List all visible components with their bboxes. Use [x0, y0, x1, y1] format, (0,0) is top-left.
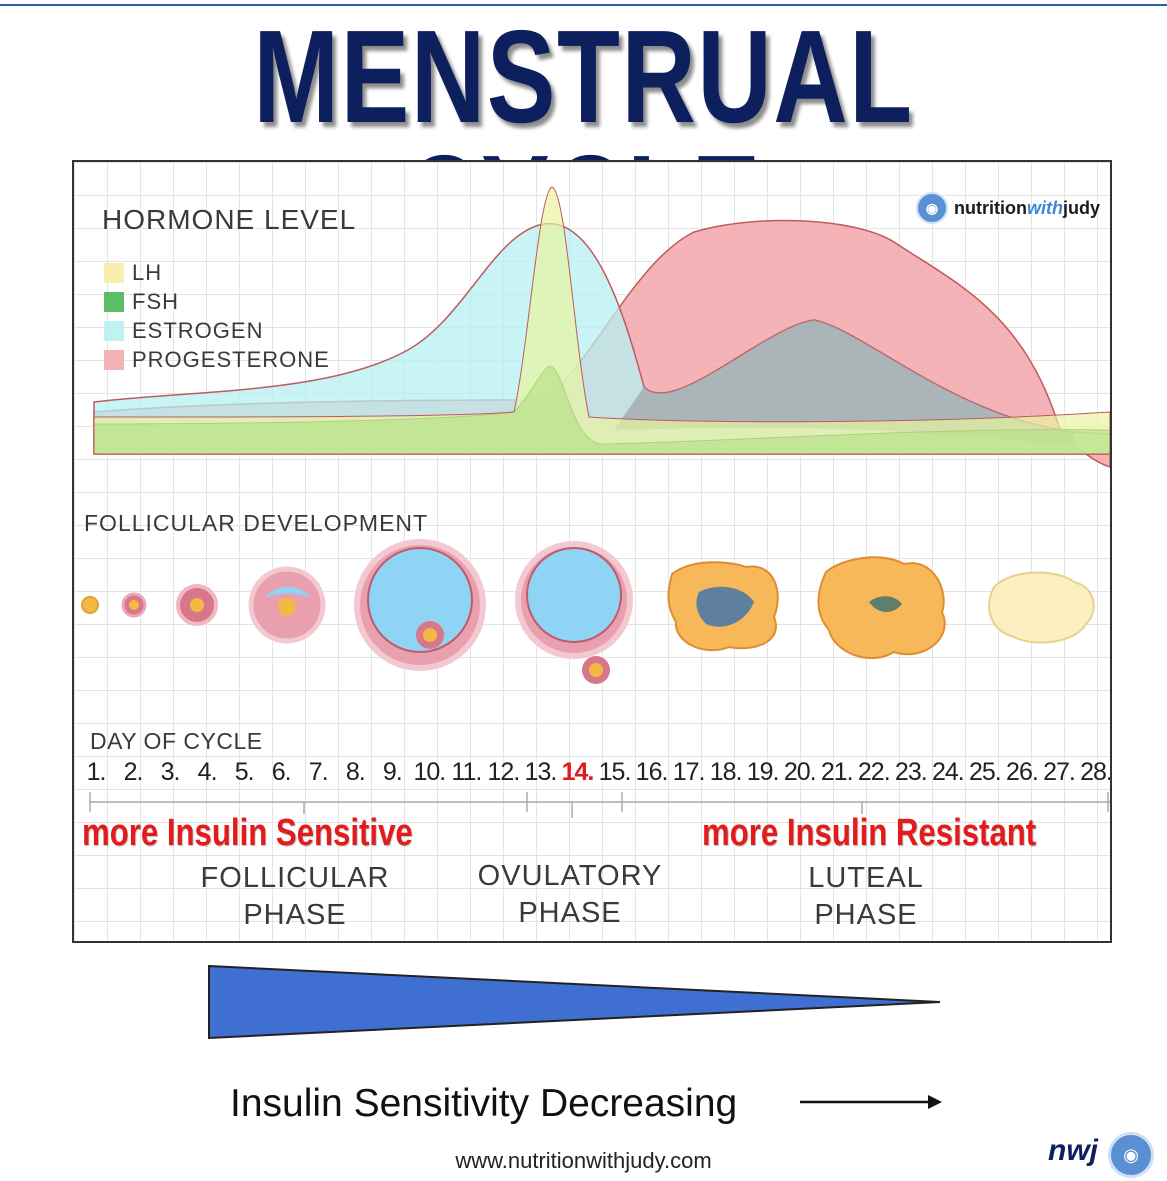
- day-label: 2.: [123, 758, 144, 786]
- brand-prefix: nutrition: [954, 197, 1027, 218]
- lh-curve: [93, 186, 1110, 455]
- corpus-luteum-early-cavity: [696, 586, 754, 627]
- day-label: 12.: [487, 758, 521, 786]
- overlap-region: [614, 320, 1074, 447]
- ovulatory-phase-line1: OVULATORY: [477, 860, 663, 892]
- day-label: 27.: [1043, 758, 1076, 786]
- luteal-phase-label: LUTEAL PHASE: [808, 860, 924, 934]
- legend-item-progesterone: PROGESTERONE: [104, 345, 330, 374]
- corpus-albicans: [988, 571, 1095, 644]
- insulin-sensitive-label: more Insulin Sensitive: [82, 812, 413, 854]
- insulin-resistant-label: more Insulin Resistant: [702, 812, 1037, 854]
- brand-suffix: judy: [1062, 197, 1100, 218]
- day-label: 5.: [234, 758, 255, 786]
- fork-knife-footer-icon: ◉: [1108, 1132, 1154, 1178]
- day-label: 16.: [635, 758, 669, 786]
- sensitivity-wedge: [205, 962, 950, 1049]
- footer-logo-text: nwj: [1048, 1134, 1098, 1167]
- legend-swatch-fsh: [104, 291, 124, 312]
- day-label: 15.: [598, 758, 632, 786]
- sensitivity-wedge-shape: [208, 964, 941, 1040]
- day-label: 10.: [413, 758, 446, 786]
- day-label: 8.: [345, 758, 366, 786]
- legend-swatch-lh: [104, 262, 124, 283]
- right-arrow-icon: [800, 1090, 945, 1119]
- follicular-phase-line1: FOLLICULAR: [200, 862, 390, 894]
- day-label: 24.: [931, 758, 965, 786]
- day-axis: [89, 792, 1110, 818]
- day-label: 9.: [382, 758, 403, 786]
- day-label: 6.: [271, 758, 292, 786]
- insulin-sensitivity-caption: Insulin Sensitivity Decreasing: [230, 1082, 738, 1125]
- luteal-phase-line2: PHASE: [814, 899, 918, 931]
- hormone-curves: [81, 186, 1110, 818]
- brand-middle: with: [1026, 197, 1063, 218]
- follicle-stage-4-core: [278, 598, 296, 616]
- follicle-stage-3-core: [190, 598, 204, 612]
- day-labels: 1. 2. 3. 4. 5. 6. 7. 8. 9. 10. 11. 12. 13. 14. 15. 16. 1…: [84, 758, 1112, 794]
- legend-item-lh: LH: [104, 258, 330, 287]
- follicle-stage-5-antrum: [367, 547, 473, 653]
- follicles: [81, 539, 1095, 684]
- day-label: 11.: [451, 758, 482, 786]
- follicle-stage-4-antrum: [266, 586, 310, 598]
- day-label: 1.: [86, 758, 107, 786]
- ovulatory-phase-label: OVULATORY PHASE: [478, 858, 663, 932]
- day-label: 25.: [968, 758, 1002, 786]
- day-label: 18.: [709, 758, 743, 786]
- hormone-legend: LH FSH ESTROGEN PROGESTERONE: [104, 258, 330, 374]
- corpus-luteum-mature-cavity: [869, 596, 902, 612]
- day-label: 19.: [746, 758, 780, 786]
- day-label: 13.: [524, 758, 558, 786]
- brand-mark: ◉ nutrition with judy: [916, 192, 1100, 224]
- day-label: 17.: [672, 758, 706, 786]
- legend-label-estrogen: ESTROGEN: [132, 317, 264, 343]
- legend-label-lh: LH: [132, 259, 163, 285]
- day-label: 20.: [783, 758, 817, 786]
- follicle-stage-2-core: [129, 600, 139, 610]
- legend-swatch-progesterone: [104, 349, 124, 370]
- ovulatory-phase-line2: PHASE: [518, 897, 622, 929]
- day-label: 4.: [197, 758, 218, 786]
- follicle-stage-1: [81, 596, 99, 614]
- day-label: 3.: [160, 758, 181, 786]
- legend-item-fsh: FSH: [104, 287, 330, 316]
- top-rule: [0, 4, 1167, 6]
- fork-knife-logo-icon: ◉: [916, 192, 948, 224]
- ovulating-follicle-antrum: [526, 547, 622, 643]
- day-label: 22.: [857, 758, 891, 786]
- day-of-cycle-title: DAY OF CYCLE: [90, 728, 263, 754]
- day-label: 23.: [894, 758, 928, 786]
- legend-label-progesterone: PROGESTERONE: [132, 346, 330, 372]
- follicular-development-title: FOLLICULAR DEVELOPMENT: [84, 510, 429, 536]
- day-label: 14.: [561, 758, 595, 786]
- day-label: 28.: [1080, 758, 1112, 786]
- legend-item-estrogen: ESTROGEN: [104, 316, 330, 345]
- day-label: 26.: [1006, 758, 1039, 786]
- follicular-phase-line2: PHASE: [243, 899, 347, 931]
- released-egg-core: [589, 663, 603, 677]
- day-label: 7.: [308, 758, 329, 786]
- website-url: www.nutritionwithjudy.com: [455, 1148, 712, 1173]
- luteal-phase-line1: LUTEAL: [808, 862, 924, 894]
- follicular-phase-label: FOLLICULAR PHASE: [201, 860, 390, 934]
- cycle-diagram-panel: HORMONE LEVEL LH FSH ESTROGEN PROGESTERO…: [72, 160, 1112, 943]
- legend-swatch-estrogen: [104, 320, 124, 341]
- follicle-stage-5-core: [423, 628, 437, 642]
- legend-label-fsh: FSH: [132, 288, 179, 314]
- day-label: 21.: [820, 758, 854, 786]
- hormone-level-title: HORMONE LEVEL: [102, 204, 357, 235]
